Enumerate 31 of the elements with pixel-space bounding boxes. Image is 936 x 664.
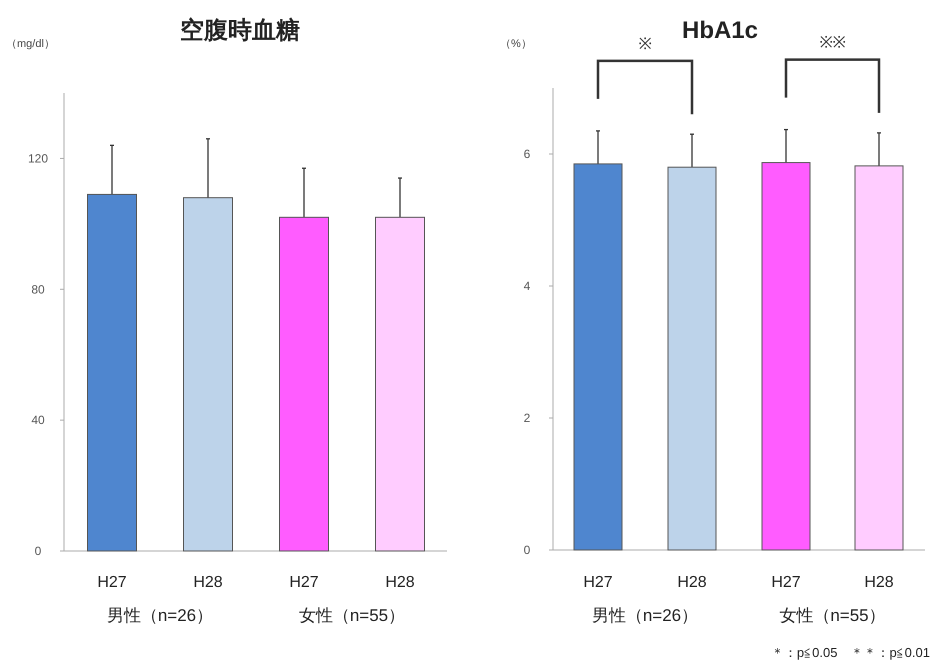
y-tick-label: 2 [524,411,531,425]
x-tick-label: H28 [864,574,894,591]
text: 女性（n=55） [779,606,886,625]
x-tick-label: H27 [289,574,319,591]
y-tick-label: 120 [28,151,48,166]
x-tick-label: H27 [97,574,127,591]
bar [183,197,233,552]
x-tick-label: H27 [583,574,613,591]
bar [375,216,425,552]
y-tick-label: 4 [524,279,531,293]
bar [87,194,137,552]
y-axis-title: （mg/dl） [6,38,55,50]
x-tick-label: H28 [677,574,707,591]
y-tick-label: 0 [524,543,531,557]
text: 男性（n=26） [106,606,214,625]
y-tick-label: 0 [34,544,42,558]
text: ※ [638,36,652,53]
y-tick-label: 80 [31,282,45,296]
text: 女性（n=55） [298,606,406,625]
chart-title: 空腹時血糖 [180,17,300,44]
x-tick-label: H27 [771,574,801,591]
y-axis-title: （%） [500,38,532,50]
y-tick-label: 6 [524,147,531,161]
bar [279,216,329,552]
chart-title: HbA1c [682,17,758,44]
y-tick-label: 40 [31,413,45,428]
x-tick-label: H28 [193,574,223,591]
x-tick-label: H28 [385,574,415,591]
text: ※※ [820,34,846,52]
text: 男性（n=26） [592,606,698,625]
text: ＊：p≦0.05 ＊＊：p≦0.01 [770,645,930,660]
